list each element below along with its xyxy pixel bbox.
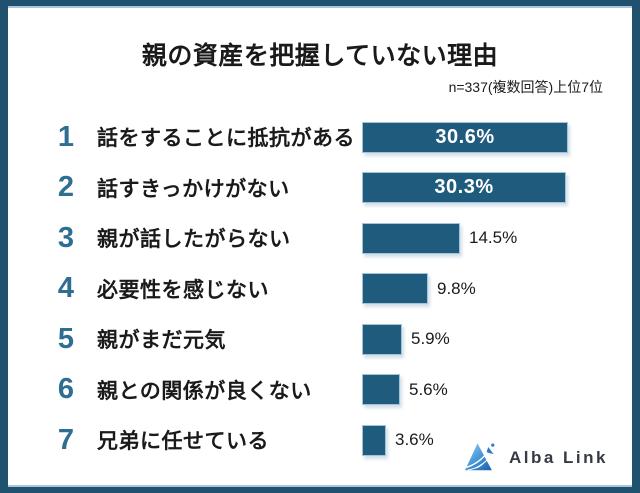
chart-row: 1 話をすることに抵抗がある 30.6%: [8, 112, 632, 163]
category-label: 親がまだ元気: [97, 329, 226, 353]
bar-area: 30.3%: [362, 163, 632, 214]
bar: 30.3%: [362, 172, 566, 204]
value-label: 14.5%: [469, 228, 518, 248]
sample-size-note: n=337(複数回答)上位7位: [448, 79, 603, 95]
bar: [362, 323, 402, 355]
bar-area: 14.5%: [362, 213, 632, 264]
chart-title: 親の資産を把握していない理由: [141, 42, 499, 70]
chart-row: 5 親がまだ元気 5.9%: [8, 314, 632, 365]
value-label: 5.6%: [409, 379, 448, 399]
rank-number: 7: [57, 423, 75, 456]
bar: 30.6%: [362, 121, 568, 153]
bar-area: 3.6%: [362, 415, 632, 466]
top-accent-line: [8, 6, 632, 8]
chart-row: 7 兄弟に任せている 3.6%: [8, 415, 632, 466]
category-label: 親との関係が良くない: [97, 379, 312, 403]
bar-area: 5.6%: [362, 365, 632, 416]
bar-chart: 1 話をすることに抵抗がある 30.6% 2 話すきっかけがない 30.3% 3 親が話したが…: [8, 112, 632, 466]
rank-number: 5: [57, 322, 75, 355]
category-label: 必要性を感じない: [97, 278, 269, 302]
rank-number: 6: [57, 373, 75, 406]
alba-link-logo-icon: [464, 438, 500, 477]
category-label: 話をすることに抵抗がある: [97, 127, 355, 151]
value-label: 30.3%: [434, 176, 494, 199]
bottom-accent-line: [8, 485, 632, 487]
value-label: 3.6%: [395, 430, 434, 450]
alba-link-logo: Alba Link: [464, 438, 608, 477]
chart-row: 6 親との関係が良くない 5.6%: [8, 365, 632, 416]
value-label: 9.8%: [437, 278, 476, 298]
value-label: 5.9%: [411, 329, 450, 349]
rank-number: 1: [57, 120, 75, 153]
category-label: 親が話したがらない: [97, 228, 291, 252]
chart-row: 2 話すきっかけがない 30.3%: [8, 163, 632, 214]
bar: [362, 424, 386, 456]
bar: [362, 222, 460, 254]
chart-row: 3 親が話したがらない 14.5%: [8, 213, 632, 264]
category-label: 兄弟に任せている: [97, 430, 269, 454]
value-label: 30.6%: [435, 125, 495, 148]
bar-area: 9.8%: [362, 264, 632, 315]
chart-row: 4 必要性を感じない 9.8%: [8, 264, 632, 315]
bar: [362, 273, 428, 305]
bar: [362, 374, 400, 406]
bar-area: 5.9%: [362, 314, 632, 365]
bar-area: 30.6%: [362, 112, 632, 163]
rank-number: 4: [57, 272, 75, 305]
category-label: 話すきっかけがない: [97, 177, 290, 201]
rank-number: 3: [57, 221, 75, 254]
alba-link-logo-text: Alba Link: [508, 447, 608, 467]
rank-number: 2: [57, 171, 75, 204]
